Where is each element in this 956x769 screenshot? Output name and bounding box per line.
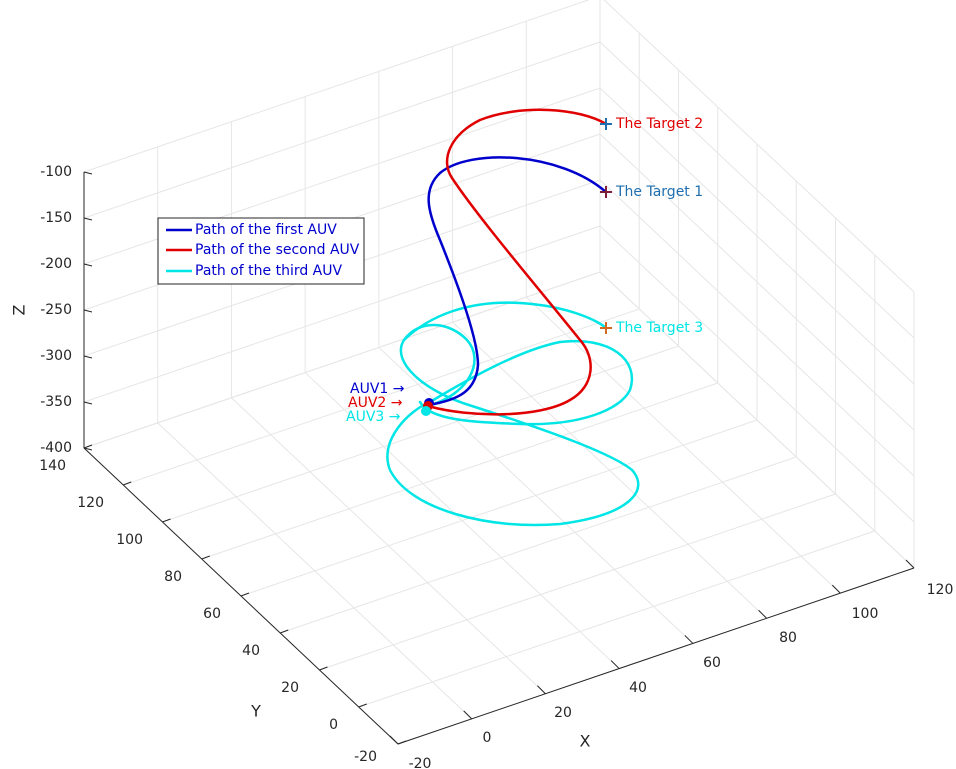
target-1-marker (600, 186, 612, 198)
target-markers (600, 118, 612, 334)
annotation-target-3: The Target 3 (615, 320, 703, 336)
series-line-auv2 (426, 108, 608, 416)
grid-line (599, 133, 915, 431)
x-tick-mark (537, 685, 546, 695)
z-tick-label: -150 (40, 210, 72, 226)
z-tick-label: -350 (40, 394, 72, 410)
annotation-auv2: AUV2 → (348, 395, 403, 411)
grid-line (319, 493, 836, 671)
y-tick-label: 60 (203, 606, 221, 622)
grid-line (240, 419, 758, 597)
grid-line (123, 308, 640, 486)
y-tick-mark (201, 555, 210, 560)
x-tick-mark (758, 609, 767, 619)
legend: Path of the first AUV Path of the second… (157, 217, 365, 285)
grid-line (83, 0, 590, 173)
grid-line (599, 271, 915, 569)
y-tick-mark (83, 444, 93, 449)
z-tick-mark (83, 171, 93, 175)
paths (386, 108, 640, 527)
annotation-auv1: AUV1 → (350, 381, 405, 397)
z-tick-mark (83, 401, 93, 405)
annotation-target-1: The Target 1 (615, 184, 703, 200)
grid-line (280, 456, 797, 634)
legend-label-auv1: Path of the first AUV (195, 222, 337, 238)
annotation-auv3: AUV3 → (346, 409, 401, 425)
x-tick-mark (610, 660, 620, 669)
grid-line (83, 225, 601, 403)
y-tick-label: 100 (116, 532, 143, 548)
series-line-auv3 (386, 323, 640, 527)
z-tick-label: -300 (40, 348, 72, 364)
grid-lines (83, 0, 915, 745)
z-tick-label: -250 (40, 302, 72, 318)
annotation-target-2: The Target 2 (615, 116, 703, 132)
tick-marks (83, 171, 915, 745)
y-tick-mark (123, 481, 132, 486)
y-tick-mark (240, 592, 250, 597)
y-tick-mark (319, 666, 328, 671)
y-axis-title: Y (250, 702, 261, 721)
x-tick-mark (831, 584, 841, 594)
z-tick-mark (83, 217, 93, 221)
z-tick-mark (83, 263, 93, 267)
x-tick-label: 20 (554, 705, 572, 721)
grid-line (201, 382, 718, 560)
z-tick-mark (83, 309, 93, 313)
start-markers (421, 398, 434, 416)
x-axis-title: X (580, 732, 591, 751)
y-tick-label: 0 (329, 717, 338, 733)
y-tick-label: 40 (242, 643, 260, 659)
x-tick-mark (463, 710, 473, 720)
auv3-start-marker (421, 406, 431, 416)
x-tick-label: -20 (409, 756, 432, 769)
z-tick-mark (83, 447, 93, 451)
target-3-marker (600, 322, 612, 334)
z-tick-label: -400 (40, 440, 72, 456)
x-tick-label: 120 (927, 582, 954, 598)
grid-line (603, 0, 915, 293)
grid-line (358, 530, 875, 708)
legend-label-auv3: Path of the third AUV (195, 263, 342, 279)
grid-line (599, 41, 915, 339)
z-tick-label: -200 (40, 256, 72, 272)
legend-box (157, 217, 365, 285)
z-tick-label: -100 (40, 164, 72, 180)
x-tick-label: 60 (703, 655, 721, 671)
y-tick-label: 120 (77, 495, 104, 511)
target-2-marker (600, 118, 612, 130)
x-tick-labels: -20 0 20 40 60 80 100 120 (409, 582, 954, 769)
series-line-auv3 (402, 301, 608, 342)
z-axis-title: Z (10, 304, 29, 315)
y-tick-label: -20 (354, 749, 377, 765)
y-tick-label: 140 (39, 458, 66, 474)
series-line-auv3 (418, 339, 634, 426)
y-tick-mark (397, 740, 407, 745)
grid-line (599, 87, 915, 385)
y-tick-mark (358, 703, 367, 708)
y-tick-label: 20 (281, 680, 299, 696)
y-tick-labels: 140 120 100 80 60 40 20 0 -20 (39, 458, 377, 765)
grid-line (83, 271, 601, 449)
x-tick-mark (389, 735, 399, 745)
grid-line (83, 41, 601, 219)
z-tick-labels: -100 -150 -200 -250 -300 -350 -400 (40, 164, 72, 456)
x-tick-label: 100 (852, 606, 879, 622)
grid-line (599, 179, 915, 477)
x-tick-label: 80 (779, 630, 797, 646)
z-tick-mark (83, 355, 93, 359)
y-tick-mark (162, 518, 171, 523)
grid-line (162, 345, 679, 523)
series-line-auv1 (426, 156, 608, 407)
x-axis-line (397, 567, 915, 745)
y-tick-label: 80 (164, 569, 182, 585)
x-tick-mark (684, 635, 694, 644)
legend-label-auv2: Path of the second AUV (195, 242, 360, 258)
x-tick-mark (905, 559, 915, 569)
grid-line (599, 225, 915, 523)
y-tick-mark (280, 629, 289, 634)
x-tick-label: 40 (629, 680, 647, 696)
x-tick-label: 0 (483, 730, 492, 746)
